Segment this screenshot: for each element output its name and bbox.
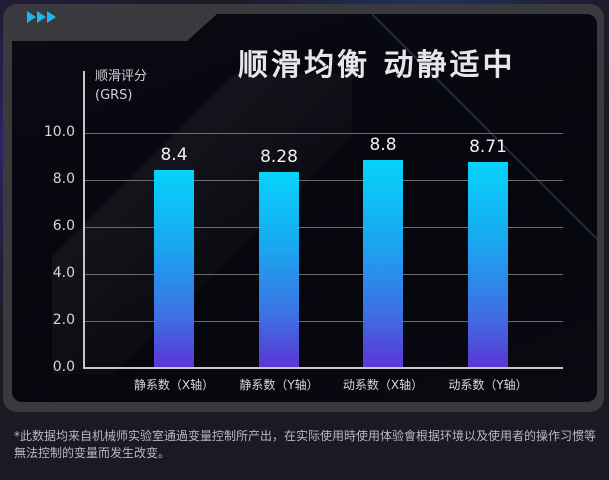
y-tick-label: 4.0 — [52, 265, 75, 281]
y-axis-label-line-2: (GRS) — [95, 88, 133, 103]
x-category-label: 静系数（Y轴） — [239, 378, 319, 392]
gridline — [85, 133, 563, 134]
bar — [468, 162, 508, 367]
x-category-label: 动系数（X轴） — [342, 378, 424, 392]
y-axis — [83, 71, 85, 369]
y-tick-label: 0.0 — [52, 359, 75, 375]
bar-value-label: 8.8 — [369, 135, 397, 156]
y-tick-label: 2.0 — [52, 312, 75, 328]
x-category-label: 动系数（Y轴） — [448, 378, 528, 392]
bar-value-label: 8.71 — [469, 137, 507, 158]
x-axis — [83, 367, 563, 369]
gridline — [85, 321, 563, 322]
x-category-label: 静系数（X轴） — [133, 378, 215, 392]
plot-area: 10.0 8.0 6.0 4.0 2.0 0.0 8.4 8.28 8.8 8.71 — [44, 71, 563, 375]
bar — [154, 169, 194, 367]
y-tick-label: 10.0 — [43, 124, 75, 140]
gridline — [85, 274, 563, 275]
bar-value-label: 8.4 — [160, 144, 188, 165]
gridline — [85, 227, 563, 228]
y-axis-label-line-1: 顺滑评分 — [95, 69, 148, 84]
y-tick-label: 6.0 — [52, 218, 75, 234]
decorative-shade — [52, 74, 352, 374]
chart-panel — [12, 14, 597, 402]
y-axis-label: 顺滑评分 (GRS) — [95, 67, 147, 105]
bar-value-label: 8.28 — [260, 147, 298, 168]
triple-chevron-right-icon — [27, 11, 56, 23]
bar — [259, 172, 299, 367]
gridline — [85, 180, 563, 181]
footnote: *此数据均来自机械师实验室通過变量控制所产出，在实际使用時使用体验會根据环境以及… — [14, 429, 597, 460]
bar — [363, 160, 403, 367]
y-tick-label: 8.0 — [52, 171, 75, 187]
chart-title: 顺滑均衡 动静适中 — [238, 48, 516, 83]
